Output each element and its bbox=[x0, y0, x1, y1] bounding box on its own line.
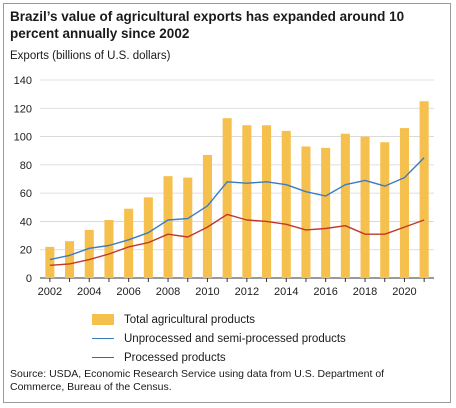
y-axis-label: Exports (billions of U.S. dollars) bbox=[10, 50, 171, 62]
legend-label-processed: Processed products bbox=[124, 351, 226, 364]
y-tick-label-0: 0 bbox=[26, 273, 32, 285]
line-processed bbox=[49, 213, 425, 266]
source-note: Source: USDA, Economic Research Service … bbox=[10, 368, 385, 393]
y-tick-label-40: 40 bbox=[20, 216, 32, 228]
bar-total-2009 bbox=[183, 177, 193, 278]
bar-total-2020 bbox=[399, 128, 409, 278]
bar-total-2018 bbox=[360, 136, 370, 278]
line-unprocessed bbox=[49, 157, 425, 261]
bar-total-2008 bbox=[163, 176, 173, 278]
bar-total-2004 bbox=[84, 229, 94, 278]
bar-total-2010 bbox=[202, 154, 212, 278]
x-tick-label-2002: 2002 bbox=[38, 286, 62, 298]
legend-item-unprocessed: Unprocessed and semi-processed products bbox=[92, 329, 346, 348]
y-tick-label-60: 60 bbox=[20, 188, 32, 200]
bar-total-2013 bbox=[262, 125, 272, 278]
y-tick-label-20: 20 bbox=[20, 245, 32, 257]
legend-label-unprocessed: Unprocessed and semi-processed products bbox=[124, 332, 346, 345]
legend-label-total: Total agricultural products bbox=[124, 313, 256, 326]
bar-total-2006 bbox=[124, 208, 134, 278]
legend-swatch-unprocessed bbox=[92, 338, 114, 339]
bar-total-2011 bbox=[222, 118, 232, 278]
x-tick-label-2016: 2016 bbox=[313, 286, 337, 298]
legend-item-processed: Processed products bbox=[92, 348, 346, 367]
x-tick-label-2006: 2006 bbox=[116, 286, 140, 298]
x-tick-label-2012: 2012 bbox=[235, 286, 259, 298]
x-tick-label-2010: 2010 bbox=[195, 286, 219, 298]
x-tick-label-2014: 2014 bbox=[274, 286, 298, 298]
y-tick-label-140: 140 bbox=[14, 75, 32, 87]
legend: Total agricultural products Unprocessed … bbox=[92, 310, 346, 367]
x-tick-label-2004: 2004 bbox=[77, 286, 101, 298]
legend-swatch-total bbox=[92, 314, 114, 325]
x-tick-label-2020: 2020 bbox=[392, 286, 416, 298]
bar-total-2021 bbox=[419, 101, 429, 278]
y-tick-label-80: 80 bbox=[20, 160, 32, 172]
bar-total-2014 bbox=[281, 130, 291, 278]
bar-total-2003 bbox=[65, 241, 75, 278]
legend-item-total: Total agricultural products bbox=[92, 310, 346, 329]
bar-total-2017 bbox=[340, 133, 350, 278]
x-tick-label-2018: 2018 bbox=[353, 286, 377, 298]
bar-total-2016 bbox=[321, 147, 331, 278]
chart-title: Brazil’s value of agricultural exports h… bbox=[10, 9, 405, 41]
y-tick-label-100: 100 bbox=[14, 132, 32, 144]
bar-total-2012 bbox=[242, 125, 252, 278]
x-tick-label-2008: 2008 bbox=[156, 286, 180, 298]
legend-swatch-processed bbox=[92, 357, 114, 358]
y-tick-label-120: 120 bbox=[14, 103, 32, 115]
bar-total-2007 bbox=[143, 197, 153, 278]
bar-total-2002 bbox=[45, 246, 55, 278]
bar-total-2005 bbox=[104, 220, 114, 278]
bar-total-2019 bbox=[380, 142, 390, 278]
bar-total-2015 bbox=[301, 146, 311, 278]
